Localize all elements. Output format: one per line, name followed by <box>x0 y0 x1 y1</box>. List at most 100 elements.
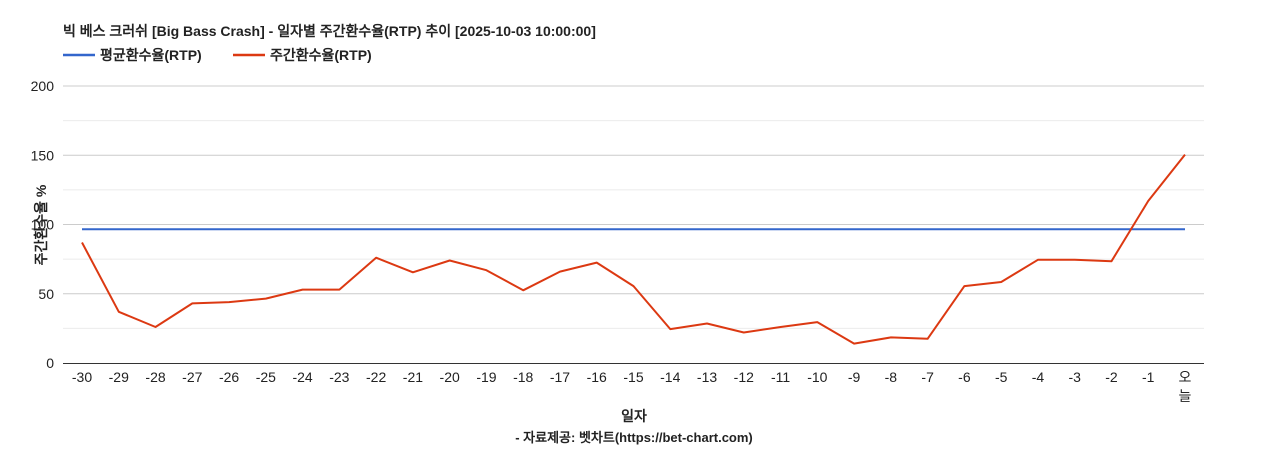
data-point-average[interactable] <box>631 226 637 232</box>
series-line-weekly[interactable] <box>81 153 1186 345</box>
data-point-average[interactable] <box>1072 226 1078 232</box>
x-tick-label: -9 <box>848 369 861 385</box>
x-tick-label: -10 <box>807 369 827 385</box>
data-point-weekly[interactable] <box>189 300 195 306</box>
data-point-weekly[interactable] <box>814 319 820 325</box>
data-point-weekly[interactable] <box>704 321 710 327</box>
y-axis-ticks: 0 50 100 150 200 <box>31 78 55 371</box>
data-point-average[interactable] <box>557 226 563 232</box>
x-tick-label: -24 <box>292 369 312 385</box>
x-tick-label: -20 <box>440 369 460 385</box>
data-point-weekly[interactable] <box>1035 257 1041 263</box>
chart-title: 빅 베스 크러쉬 [Big Bass Crash] - 일자별 주간환수율(RT… <box>63 23 596 39</box>
legend-label-weekly[interactable]: 주간환수율(RTP) <box>270 47 372 63</box>
data-source-note: - 자료제공: 벳차트(https://bet-chart.com) <box>515 430 753 445</box>
x-tick-label: -7 <box>921 369 934 385</box>
x-tick-label: -28 <box>145 369 165 385</box>
data-point-weekly[interactable] <box>226 299 232 305</box>
data-point-weekly[interactable] <box>888 334 894 340</box>
data-point-average[interactable] <box>410 226 416 232</box>
data-point-average[interactable] <box>226 226 232 232</box>
data-point-average[interactable] <box>336 226 342 232</box>
data-point-average[interactable] <box>851 226 857 232</box>
x-tick-label: -27 <box>182 369 202 385</box>
data-point-average[interactable] <box>778 226 784 232</box>
data-point-average[interactable] <box>300 226 306 232</box>
data-point-weekly[interactable] <box>594 260 600 266</box>
data-point-weekly[interactable] <box>1182 152 1188 158</box>
legend: 평균환수율(RTP) 주간환수율(RTP) <box>63 47 372 63</box>
data-point-average[interactable] <box>116 226 122 232</box>
data-point-average[interactable] <box>998 226 1004 232</box>
data-point-average[interactable] <box>594 226 600 232</box>
x-tick-label: -18 <box>513 369 533 385</box>
data-point-weekly[interactable] <box>961 283 967 289</box>
x-axis-title: 일자 <box>621 408 647 424</box>
data-point-weekly[interactable] <box>520 287 526 293</box>
data-point-weekly[interactable] <box>116 309 122 315</box>
x-tick-label: -1 <box>1142 369 1155 385</box>
data-point-average[interactable] <box>520 226 526 232</box>
data-point-weekly[interactable] <box>410 269 416 275</box>
data-point-weekly[interactable] <box>998 279 1004 285</box>
x-tick-label: -21 <box>403 369 423 385</box>
data-point-weekly[interactable] <box>631 283 637 289</box>
series-lines <box>79 152 1188 347</box>
data-point-weekly[interactable] <box>373 255 379 261</box>
data-point-average[interactable] <box>814 226 820 232</box>
data-point-average[interactable] <box>483 226 489 232</box>
x-tick-label: -26 <box>219 369 239 385</box>
data-point-average[interactable] <box>447 226 453 232</box>
data-point-weekly[interactable] <box>851 341 857 347</box>
data-point-weekly[interactable] <box>925 336 931 342</box>
data-point-weekly[interactable] <box>447 258 453 264</box>
x-tick-label: -3 <box>1068 369 1081 385</box>
x-tick-label: -17 <box>550 369 570 385</box>
x-tick-label: -25 <box>256 369 276 385</box>
data-point-average[interactable] <box>153 226 159 232</box>
data-point-weekly[interactable] <box>79 240 85 246</box>
x-tick-label: -14 <box>660 369 680 385</box>
data-point-average[interactable] <box>1182 226 1188 232</box>
x-tick-label: -12 <box>734 369 754 385</box>
x-tick-label: -13 <box>697 369 717 385</box>
grid <box>63 85 1204 329</box>
x-axis-ticks: -30 -29 -28 -27 -26 -25 -24 -23 -22 -21 -20 -19 -18 -… <box>72 369 1192 404</box>
data-point-average[interactable] <box>741 226 747 232</box>
data-point-average[interactable] <box>667 226 673 232</box>
data-point-average[interactable] <box>263 226 269 232</box>
data-point-average[interactable] <box>1035 226 1041 232</box>
x-tick-label: -29 <box>109 369 129 385</box>
data-point-weekly[interactable] <box>263 296 269 302</box>
x-tick-label: -4 <box>1032 369 1045 385</box>
data-point-weekly[interactable] <box>557 269 563 275</box>
data-point-average[interactable] <box>704 226 710 232</box>
data-point-average[interactable] <box>1108 226 1114 232</box>
x-tick-label: -6 <box>958 369 971 385</box>
data-point-average[interactable] <box>925 226 931 232</box>
data-point-weekly[interactable] <box>483 267 489 273</box>
legend-label-average[interactable]: 평균환수율(RTP) <box>100 47 202 63</box>
y-tick-label: 0 <box>46 355 54 371</box>
data-point-weekly[interactable] <box>1145 198 1151 204</box>
x-tick-label: -19 <box>476 369 496 385</box>
data-point-average[interactable] <box>79 226 85 232</box>
data-point-weekly[interactable] <box>300 287 306 293</box>
x-tick-label: -22 <box>366 369 386 385</box>
data-point-average[interactable] <box>888 226 894 232</box>
data-point-weekly[interactable] <box>1108 258 1114 264</box>
x-tick-label: -30 <box>72 369 92 385</box>
data-point-weekly[interactable] <box>778 324 784 330</box>
data-point-average[interactable] <box>961 226 967 232</box>
data-point-weekly[interactable] <box>336 287 342 293</box>
data-point-average[interactable] <box>373 226 379 232</box>
data-point-weekly[interactable] <box>741 330 747 336</box>
data-point-average[interactable] <box>189 226 195 232</box>
x-tick-label: -15 <box>623 369 643 385</box>
data-point-weekly[interactable] <box>153 324 159 330</box>
data-point-average[interactable] <box>1145 226 1151 232</box>
data-point-weekly[interactable] <box>667 326 673 332</box>
data-point-weekly[interactable] <box>1072 257 1078 263</box>
x-tick-label: -8 <box>885 369 898 385</box>
